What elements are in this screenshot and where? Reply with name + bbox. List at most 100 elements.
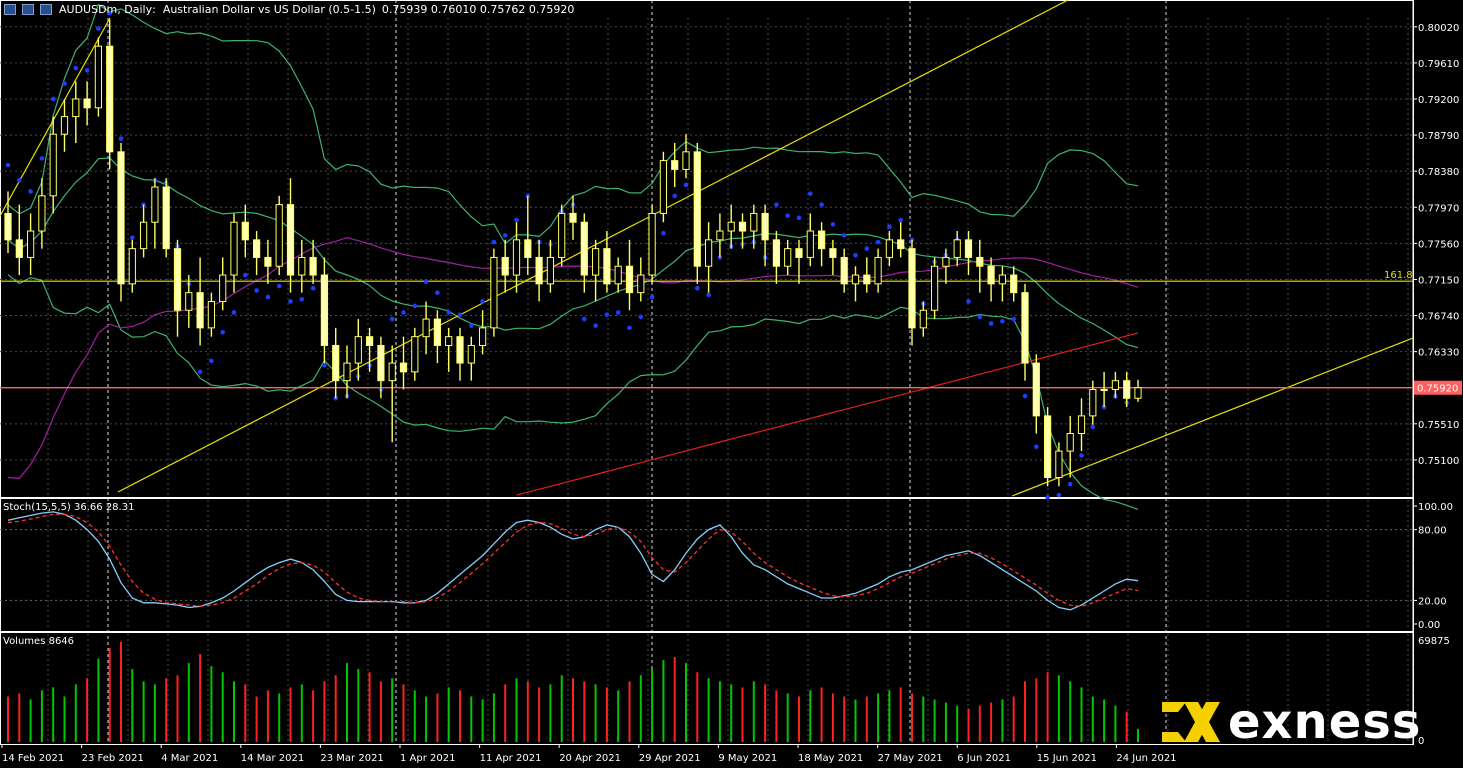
candle-body	[445, 336, 453, 346]
candle-body	[976, 256, 984, 267]
candle-body	[1089, 388, 1097, 417]
candle-body	[1021, 292, 1029, 364]
stoch-label: Stoch(15,5,5) 36.66 28.31	[3, 502, 135, 513]
time-tick-label: 18 May 2021	[798, 753, 863, 764]
sar-dot	[615, 310, 621, 315]
sar-dot	[627, 325, 632, 331]
sar-dot	[118, 136, 124, 141]
sar-dot	[1022, 393, 1028, 399]
candle-body	[286, 204, 295, 276]
candle-body	[49, 133, 57, 197]
time-tick-label: 23 Feb 2021	[82, 753, 144, 764]
candle-body	[332, 344, 340, 382]
time-tick-label: 1 Apr 2021	[400, 753, 455, 764]
price-tick-label: 0.79610	[1418, 59, 1459, 70]
sar-dot	[17, 178, 22, 183]
candle-body	[930, 265, 939, 311]
candle-body	[738, 221, 747, 232]
sar-dot	[310, 285, 316, 291]
symbol-name: AUDUSDm	[59, 2, 118, 16]
trend-line-1	[0, 17, 111, 217]
sar-dot	[1011, 316, 1016, 322]
sar-dot	[231, 310, 237, 315]
sar-dot	[638, 314, 644, 320]
candle-body	[456, 336, 464, 364]
sar-dot	[389, 316, 395, 322]
chart-icon[interactable]	[22, 3, 34, 15]
sar-dot	[1000, 318, 1005, 324]
candle-body	[704, 239, 713, 267]
sar-dot	[423, 279, 429, 284]
candle-body	[501, 256, 509, 276]
candle-body	[648, 212, 656, 276]
window-icon[interactable]	[4, 3, 16, 15]
sar-dot	[220, 329, 225, 335]
candle-body	[614, 265, 622, 285]
candle-body	[637, 274, 645, 294]
candle-body	[908, 248, 916, 329]
volume-tick-label: 0	[1418, 736, 1424, 747]
candle-body	[320, 274, 329, 346]
sar-dot	[299, 296, 305, 302]
last-price-tag	[1414, 380, 1462, 395]
candle-body	[761, 212, 769, 241]
candle-body	[185, 292, 193, 311]
candle-body	[987, 265, 995, 285]
sar-dot	[514, 217, 519, 223]
last-price-tag-label: 0.75920	[1417, 384, 1458, 395]
candle-body	[106, 45, 114, 153]
moving-average-50	[7, 236, 1139, 480]
volumes-label: Volumes 8646	[3, 636, 75, 647]
candle-body	[851, 274, 860, 285]
time-tick-label: 6 Jun 2021	[957, 753, 1011, 764]
candle-body	[1066, 432, 1074, 452]
candle-body	[580, 221, 588, 276]
sar-dot	[819, 202, 824, 207]
candle-body	[546, 256, 555, 285]
candle-body	[806, 230, 814, 258]
candle-body	[117, 151, 125, 285]
sar-dot	[672, 193, 677, 199]
sar-dot	[84, 68, 90, 73]
fib-level-label: 161.8	[1384, 270, 1413, 281]
sar-dot	[593, 323, 598, 328]
stoch-main-line	[7, 511, 1139, 611]
candle-body	[953, 239, 961, 258]
candle-body	[772, 239, 781, 267]
sar-dot	[446, 310, 452, 315]
candle-body	[863, 274, 871, 285]
chart-header: AUDUSDm, Daily: Australian Dollar vs US …	[0, 0, 574, 18]
candle-body	[72, 98, 80, 118]
minimize-icon[interactable]	[40, 3, 52, 15]
candle-body	[219, 274, 227, 302]
stoch-signal-line	[7, 513, 1139, 607]
stoch-tick-label: 20.00	[1418, 596, 1447, 607]
ohlc-values: 0.75939 0.76010 0.75762 0.75920	[381, 2, 575, 16]
price-tick-label: 0.78380	[1418, 167, 1459, 178]
sar-dot	[774, 202, 779, 207]
sar-dot	[412, 303, 418, 309]
candle-body	[885, 239, 894, 258]
sar-dot	[288, 299, 293, 304]
time-tick-label: 14 Feb 2021	[2, 753, 64, 764]
timeframe: Daily	[124, 2, 153, 16]
sar-dot	[5, 162, 11, 168]
candle-body	[433, 318, 442, 346]
sar-dot	[785, 213, 790, 218]
sar-dot	[988, 321, 994, 326]
sar-dot	[96, 26, 101, 31]
sar-dot	[649, 294, 655, 300]
price-tick-label: 0.77970	[1418, 203, 1459, 214]
sar-dot	[480, 299, 485, 304]
sar-dot	[966, 299, 971, 304]
candle-body	[241, 221, 249, 241]
sar-dot	[695, 285, 700, 291]
sar-dot	[830, 222, 836, 227]
sar-dot	[73, 65, 79, 71]
candle-body	[874, 256, 882, 285]
sar-dot	[28, 189, 33, 194]
candle-body	[682, 151, 690, 170]
candle-body	[659, 160, 668, 214]
sar-dot	[853, 252, 858, 258]
